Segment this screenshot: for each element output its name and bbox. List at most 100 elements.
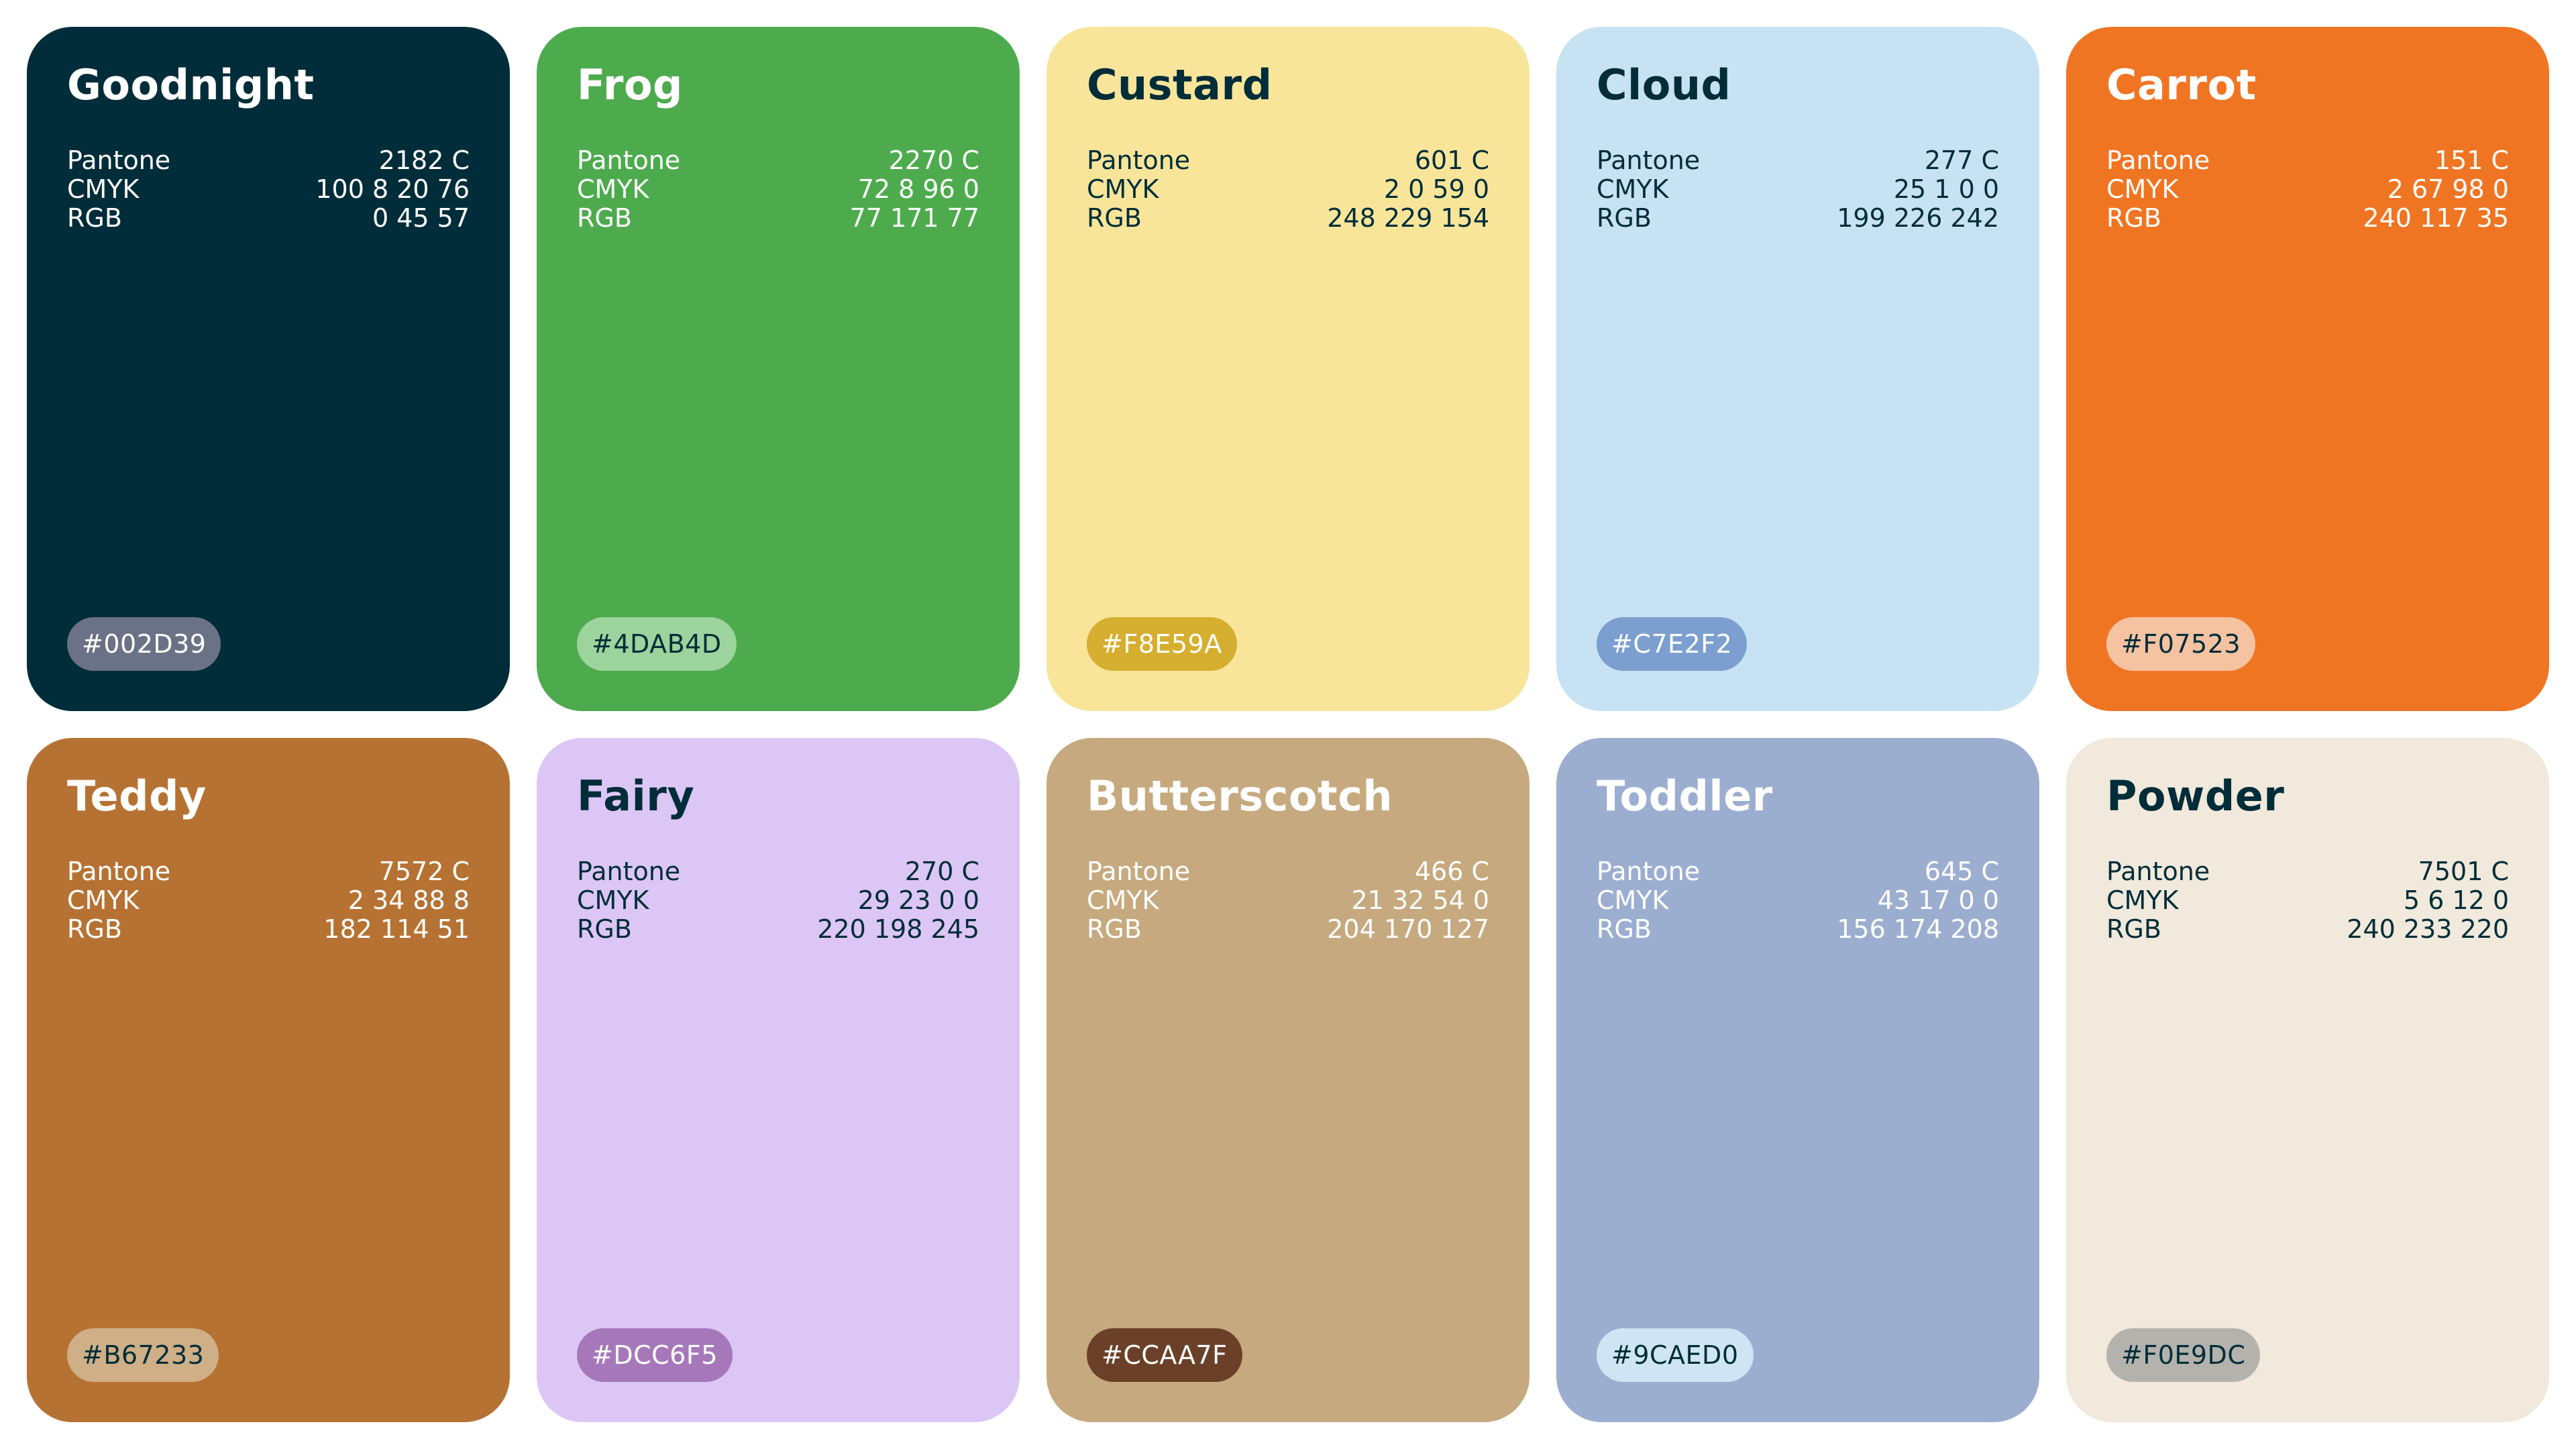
rgb-label: RGB bbox=[2106, 914, 2161, 944]
hex-code-badge: #CCAA7F bbox=[1087, 1328, 1242, 1382]
color-card-teddy: Teddy Pantone 7572 C CMYK 2 34 88 8 RGB … bbox=[27, 738, 510, 1422]
hex-code-badge: #9CAED0 bbox=[1597, 1328, 1754, 1382]
rgb-value: 182 114 51 bbox=[323, 914, 470, 944]
rgb-row: RGB 77 171 77 bbox=[577, 204, 979, 233]
pantone-row: Pantone 2182 C bbox=[67, 146, 470, 175]
cmyk-row: CMYK 25 1 0 0 bbox=[1597, 175, 1999, 204]
rgb-value: 248 229 154 bbox=[1327, 203, 1489, 233]
pantone-label: Pantone bbox=[67, 146, 171, 175]
color-palette-grid: Goodnight Pantone 2182 C CMYK 100 8 20 7… bbox=[27, 27, 2549, 1422]
rgb-value: 0 45 57 bbox=[372, 203, 470, 233]
rgb-value: 156 174 208 bbox=[1837, 914, 1999, 944]
pantone-label: Pantone bbox=[1597, 146, 1701, 175]
cmyk-value: 2 34 88 8 bbox=[347, 885, 470, 915]
pantone-label: Pantone bbox=[1087, 857, 1191, 886]
rgb-row: RGB 199 226 242 bbox=[1597, 204, 1999, 233]
cmyk-row: CMYK 43 17 0 0 bbox=[1597, 886, 1999, 915]
color-card-goodnight: Goodnight Pantone 2182 C CMYK 100 8 20 7… bbox=[27, 27, 510, 711]
pantone-row: Pantone 151 C bbox=[2106, 146, 2509, 175]
rgb-value: 240 233 220 bbox=[2347, 914, 2509, 944]
color-card-custard: Custard Pantone 601 C CMYK 2 0 59 0 RGB … bbox=[1046, 27, 1529, 711]
cmyk-row: CMYK 2 67 98 0 bbox=[2106, 175, 2509, 204]
cmyk-label: CMYK bbox=[1087, 174, 1159, 204]
pantone-value: 601 C bbox=[1414, 146, 1489, 175]
cmyk-row: CMYK 100 8 20 76 bbox=[67, 175, 470, 204]
rgb-row: RGB 248 229 154 bbox=[1087, 204, 1489, 233]
cmyk-value: 29 23 0 0 bbox=[857, 885, 979, 915]
hex-code-badge: #4DAB4D bbox=[577, 617, 737, 671]
pantone-value: 270 C bbox=[904, 857, 979, 886]
cmyk-label: CMYK bbox=[2106, 174, 2179, 204]
hex-code-badge: #C7E2F2 bbox=[1597, 617, 1748, 671]
cmyk-value: 43 17 0 0 bbox=[1877, 885, 1999, 915]
color-name: Powder bbox=[2106, 771, 2285, 820]
rgb-label: RGB bbox=[577, 914, 632, 944]
color-card-powder: Powder Pantone 7501 C CMYK 5 6 12 0 RGB … bbox=[2066, 738, 2549, 1422]
color-name: Teddy bbox=[67, 771, 207, 820]
pantone-value: 7572 C bbox=[378, 857, 470, 886]
color-name: Fairy bbox=[577, 771, 695, 820]
cmyk-value: 2 0 59 0 bbox=[1383, 174, 1489, 204]
cmyk-row: CMYK 29 23 0 0 bbox=[577, 886, 979, 915]
rgb-value: 240 117 35 bbox=[2363, 203, 2509, 233]
pantone-value: 277 C bbox=[1924, 146, 1999, 175]
color-name: Carrot bbox=[2106, 60, 2257, 109]
rgb-row: RGB 204 170 127 bbox=[1087, 915, 1489, 944]
color-specs: Pantone 2270 C CMYK 72 8 96 0 RGB 77 171… bbox=[577, 146, 979, 233]
color-specs: Pantone 645 C CMYK 43 17 0 0 RGB 156 174… bbox=[1597, 857, 1999, 944]
cmyk-row: CMYK 72 8 96 0 bbox=[577, 175, 979, 204]
pantone-value: 2182 C bbox=[378, 146, 470, 175]
pantone-row: Pantone 270 C bbox=[577, 857, 979, 886]
pantone-row: Pantone 7572 C bbox=[67, 857, 470, 886]
cmyk-row: CMYK 21 32 54 0 bbox=[1087, 886, 1489, 915]
hex-code-badge: #B67233 bbox=[67, 1328, 219, 1382]
cmyk-label: CMYK bbox=[577, 885, 649, 915]
color-name: Frog bbox=[577, 60, 683, 109]
color-name: Butterscotch bbox=[1087, 771, 1393, 820]
rgb-value: 220 198 245 bbox=[817, 914, 979, 944]
cmyk-row: CMYK 2 0 59 0 bbox=[1087, 175, 1489, 204]
pantone-label: Pantone bbox=[1087, 146, 1191, 175]
hex-code-badge: #002D39 bbox=[67, 617, 221, 671]
color-card-fairy: Fairy Pantone 270 C CMYK 29 23 0 0 RGB 2… bbox=[537, 738, 1020, 1422]
rgb-label: RGB bbox=[1087, 914, 1142, 944]
rgb-label: RGB bbox=[1087, 203, 1142, 233]
cmyk-value: 5 6 12 0 bbox=[2403, 885, 2509, 915]
cmyk-value: 72 8 96 0 bbox=[857, 174, 979, 204]
color-specs: Pantone 7572 C CMYK 2 34 88 8 RGB 182 11… bbox=[67, 857, 470, 944]
pantone-label: Pantone bbox=[67, 857, 171, 886]
color-name: Toddler bbox=[1597, 771, 1773, 820]
cmyk-label: CMYK bbox=[577, 174, 649, 204]
color-specs: Pantone 277 C CMYK 25 1 0 0 RGB 199 226 … bbox=[1597, 146, 1999, 233]
hex-code-badge: #F0E9DC bbox=[2106, 1328, 2261, 1382]
color-name: Cloud bbox=[1597, 60, 1731, 109]
rgb-value: 204 170 127 bbox=[1327, 914, 1489, 944]
pantone-label: Pantone bbox=[2106, 146, 2210, 175]
rgb-label: RGB bbox=[1597, 914, 1652, 944]
color-card-butterscotch: Butterscotch Pantone 466 C CMYK 21 32 54… bbox=[1046, 738, 1529, 1422]
color-specs: Pantone 151 C CMYK 2 67 98 0 RGB 240 117… bbox=[2106, 146, 2509, 233]
cmyk-label: CMYK bbox=[67, 885, 140, 915]
color-name: Custard bbox=[1087, 60, 1273, 109]
color-specs: Pantone 7501 C CMYK 5 6 12 0 RGB 240 233… bbox=[2106, 857, 2509, 944]
pantone-row: Pantone 2270 C bbox=[577, 146, 979, 175]
rgb-label: RGB bbox=[1597, 203, 1652, 233]
rgb-row: RGB 220 198 245 bbox=[577, 915, 979, 944]
rgb-label: RGB bbox=[67, 914, 122, 944]
pantone-value: 151 C bbox=[2434, 146, 2509, 175]
hex-code-badge: #F07523 bbox=[2106, 617, 2256, 671]
cmyk-value: 2 67 98 0 bbox=[2387, 174, 2509, 204]
rgb-value: 77 171 77 bbox=[849, 203, 979, 233]
color-card-toddler: Toddler Pantone 645 C CMYK 43 17 0 0 RGB… bbox=[1556, 738, 2039, 1422]
pantone-row: Pantone 7501 C bbox=[2106, 857, 2509, 886]
pantone-label: Pantone bbox=[1597, 857, 1701, 886]
cmyk-value: 25 1 0 0 bbox=[1893, 174, 1999, 204]
rgb-row: RGB 0 45 57 bbox=[67, 204, 470, 233]
color-specs: Pantone 270 C CMYK 29 23 0 0 RGB 220 198… bbox=[577, 857, 979, 944]
pantone-label: Pantone bbox=[577, 857, 681, 886]
rgb-row: RGB 156 174 208 bbox=[1597, 915, 1999, 944]
color-card-frog: Frog Pantone 2270 C CMYK 72 8 96 0 RGB 7… bbox=[537, 27, 1020, 711]
rgb-row: RGB 182 114 51 bbox=[67, 915, 470, 944]
rgb-value: 199 226 242 bbox=[1837, 203, 1999, 233]
color-name: Goodnight bbox=[67, 60, 315, 109]
